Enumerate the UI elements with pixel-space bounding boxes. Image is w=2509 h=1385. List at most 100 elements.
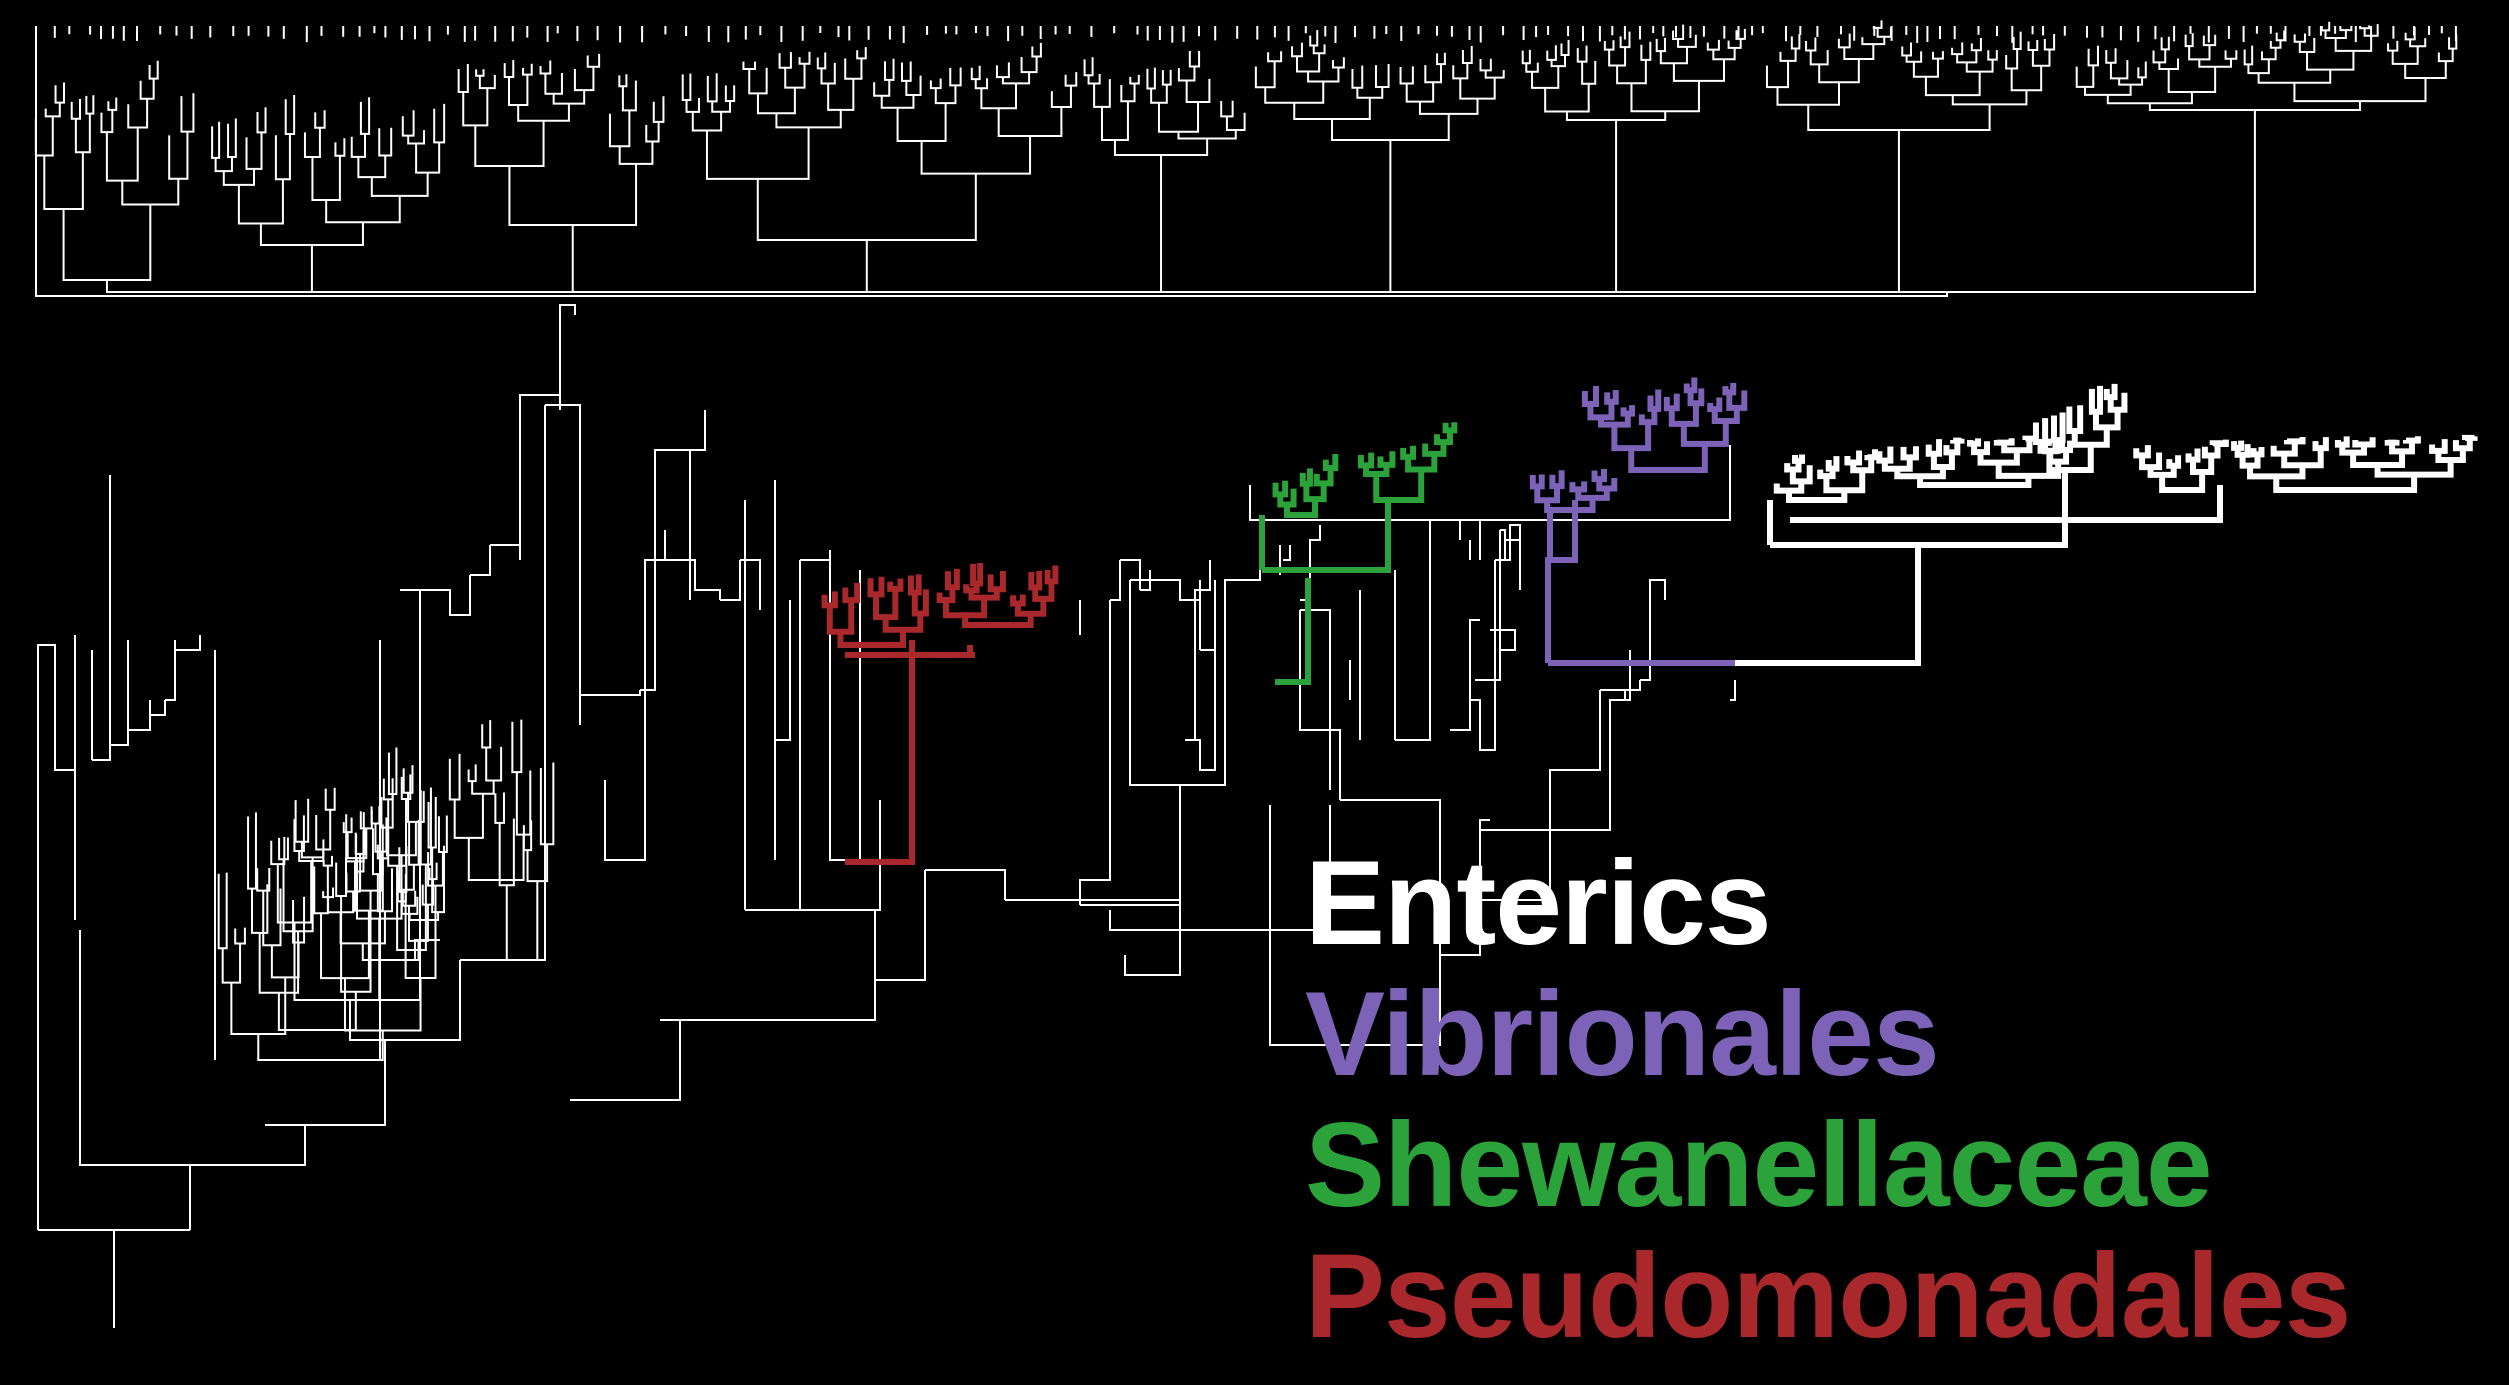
clade-branch bbox=[1549, 470, 1565, 490]
branch bbox=[1475, 530, 1501, 681]
clade-branch bbox=[1405, 453, 1438, 473]
branch bbox=[270, 836, 286, 866]
branch bbox=[1480, 650, 1631, 831]
top-branch bbox=[1672, 24, 1685, 40]
branch bbox=[1340, 799, 1441, 955]
branch bbox=[1660, 579, 1666, 600]
top-branch bbox=[1779, 48, 1797, 62]
top-root bbox=[35, 30, 1949, 297]
top-branch bbox=[180, 93, 195, 133]
top-branch bbox=[259, 222, 364, 246]
clade-branch bbox=[2352, 437, 2376, 448]
top-branch bbox=[1405, 82, 1435, 103]
top-branch bbox=[415, 142, 441, 174]
top-branch bbox=[2437, 48, 2454, 63]
branch bbox=[800, 550, 861, 861]
top-branch bbox=[2448, 34, 2458, 50]
clade-branch bbox=[2283, 437, 2306, 445]
branch bbox=[324, 787, 336, 811]
top-branch bbox=[934, 85, 957, 105]
top-branch bbox=[507, 74, 529, 107]
top-branch bbox=[816, 52, 827, 70]
top-branch bbox=[2243, 45, 2254, 66]
clade-branch bbox=[1967, 438, 1982, 447]
branch bbox=[359, 809, 373, 830]
clade-branch bbox=[1707, 397, 1723, 413]
top-branch bbox=[245, 132, 263, 170]
top-branch bbox=[2031, 49, 2051, 67]
clade-branch bbox=[1790, 485, 2223, 523]
top-branch bbox=[284, 94, 296, 135]
branch bbox=[1283, 545, 1291, 561]
clade-branch bbox=[882, 613, 924, 633]
top-branch bbox=[1120, 83, 1136, 103]
branch bbox=[1200, 630, 1216, 651]
clade-branch bbox=[1303, 483, 1327, 503]
clade-branch bbox=[1604, 389, 1619, 405]
clade-branch bbox=[1569, 481, 1588, 493]
clade-branch bbox=[1864, 449, 1879, 461]
branch bbox=[498, 818, 515, 887]
top-branch bbox=[378, 127, 393, 157]
clade-branch bbox=[2312, 437, 2329, 452]
branch bbox=[1269, 805, 1481, 1046]
branch bbox=[448, 753, 461, 801]
clade-branch bbox=[2088, 385, 2104, 415]
top-branch bbox=[1220, 100, 1234, 118]
branch bbox=[262, 888, 282, 947]
top-branch bbox=[2298, 37, 2316, 54]
top-branch bbox=[121, 178, 180, 206]
top-branch bbox=[139, 78, 155, 100]
top-branch bbox=[539, 60, 552, 75]
clade-branch bbox=[2452, 437, 2473, 452]
clade-branch bbox=[1680, 421, 1729, 447]
top-branch bbox=[1177, 66, 1196, 82]
clade-branch bbox=[963, 583, 980, 594]
top-branch bbox=[652, 96, 665, 123]
top-branch bbox=[2087, 45, 2099, 67]
branch bbox=[277, 991, 357, 1031]
top-branch bbox=[1064, 72, 1078, 87]
clade-branch bbox=[970, 562, 984, 587]
top-branch bbox=[2224, 50, 2238, 60]
top-branch bbox=[433, 103, 446, 144]
branch bbox=[1080, 580, 1181, 906]
branch bbox=[655, 410, 706, 451]
clade-branch bbox=[1275, 578, 1311, 685]
top-branch bbox=[148, 60, 159, 80]
clade-branch bbox=[2384, 439, 2400, 446]
top-branch bbox=[2075, 65, 2095, 88]
branch bbox=[54, 635, 76, 770]
top-branch bbox=[974, 78, 989, 90]
branch bbox=[437, 815, 448, 853]
branch bbox=[79, 930, 191, 1230]
clade-branch bbox=[2001, 438, 2033, 454]
clade-branch bbox=[2147, 465, 2177, 478]
top-branch bbox=[107, 97, 118, 111]
clade-branch bbox=[1943, 440, 1961, 456]
clade-branch bbox=[1529, 474, 1545, 490]
top-branch bbox=[856, 47, 867, 60]
top-branch bbox=[503, 60, 515, 79]
top-branch bbox=[1565, 111, 1667, 121]
branch bbox=[470, 545, 491, 576]
branch bbox=[342, 817, 353, 834]
top-branch bbox=[2027, 39, 2039, 51]
top-branch bbox=[621, 80, 637, 112]
clade-branch bbox=[943, 597, 988, 619]
branch bbox=[217, 872, 228, 950]
top-branch bbox=[905, 75, 922, 96]
branch bbox=[1470, 560, 1496, 751]
branch bbox=[322, 887, 335, 899]
top-branch bbox=[2012, 31, 2022, 51]
clade-branch bbox=[2234, 444, 2251, 458]
top-branch bbox=[1951, 90, 2028, 106]
clade-branch bbox=[1850, 457, 1875, 474]
top-branch bbox=[1399, 66, 1414, 85]
top-branch bbox=[407, 130, 426, 145]
top-branch bbox=[1901, 42, 1912, 57]
branch bbox=[1430, 519, 1461, 540]
top-branch bbox=[1146, 67, 1156, 90]
top-branch bbox=[742, 61, 757, 70]
branch bbox=[221, 943, 242, 984]
